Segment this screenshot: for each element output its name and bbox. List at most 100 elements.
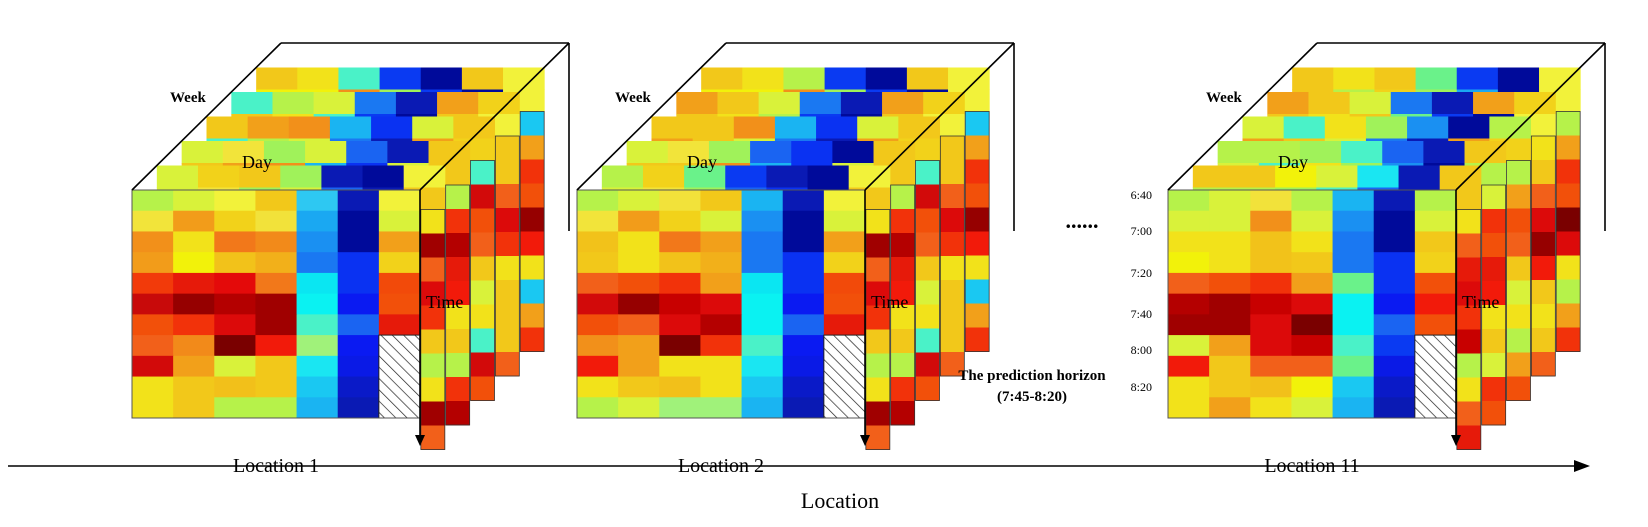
- heatmap-cell: [659, 397, 701, 419]
- heatmap-cell: [1414, 272, 1457, 295]
- heatmap-cell: [214, 314, 256, 336]
- heatmap-cell: [1481, 257, 1506, 282]
- heatmap-cell: [823, 272, 866, 295]
- heatmap-cell: [783, 67, 826, 90]
- heatmap-cell: [337, 355, 380, 378]
- heatmap-cell: [832, 141, 875, 164]
- heatmap-cell: [461, 67, 504, 90]
- heatmap-cell: [313, 92, 356, 115]
- heatmap-cell: [741, 376, 784, 398]
- heatmap-cell: [1365, 116, 1408, 139]
- heatmap-cell: [742, 67, 784, 90]
- heatmap-cell: [1373, 272, 1416, 295]
- heatmap-cell: [840, 92, 883, 115]
- heatmap-cell: [890, 353, 915, 378]
- heatmap-cell: [520, 207, 545, 232]
- heatmap-cell: [692, 116, 735, 139]
- heatmap-cell: [725, 165, 767, 188]
- heatmap-cell: [1481, 401, 1506, 426]
- side-slice: [470, 160, 495, 401]
- heatmap-cell: [1332, 272, 1375, 295]
- heatmap-cell: [1556, 303, 1581, 328]
- heatmap-cell: [865, 377, 890, 402]
- prediction-hatch-cell: [1414, 335, 1457, 357]
- heatmap-cell: [915, 160, 940, 185]
- heatmap-cell: [1250, 293, 1292, 315]
- heatmap-cell: [1514, 92, 1556, 115]
- heatmap-cell: [782, 335, 825, 357]
- heatmap-cell: [132, 355, 174, 378]
- heatmap-cell: [741, 335, 784, 357]
- heatmap-cell: [520, 159, 545, 184]
- heatmap-cell: [791, 141, 833, 164]
- time-tick-4: 8:00: [1131, 343, 1152, 357]
- heatmap-cell: [618, 376, 660, 398]
- heatmap-cell: [445, 233, 470, 258]
- heatmap-cell: [915, 328, 940, 353]
- heatmap-cell: [1531, 208, 1556, 233]
- heatmap-cell: [1332, 376, 1375, 398]
- heatmap-cell: [1373, 355, 1416, 378]
- heatmap-cell: [1250, 190, 1292, 212]
- heatmap-cell: [700, 210, 743, 232]
- heatmap-cell: [387, 141, 430, 164]
- heatmap-cell: [1209, 293, 1251, 315]
- heatmap-cell: [1373, 293, 1416, 315]
- heatmap-cell: [1209, 210, 1251, 232]
- heatmap-cell: [1456, 401, 1481, 426]
- heatmap-cell: [965, 279, 990, 304]
- heatmap-cell: [1324, 116, 1367, 139]
- heatmap-cell: [256, 67, 298, 90]
- heatmap-cell: [1390, 92, 1433, 115]
- slice-border: [915, 160, 940, 401]
- heatmap-cell: [445, 281, 470, 306]
- heatmap-cell: [263, 141, 306, 164]
- heatmap-cell: [255, 314, 298, 336]
- heatmap-cell: [296, 335, 339, 357]
- heatmap-cell: [1473, 92, 1515, 115]
- heatmap-cell: [890, 185, 915, 210]
- heatmap-cell: [420, 425, 445, 450]
- heatmap-cell: [1556, 183, 1581, 208]
- heatmap-cell: [173, 314, 215, 336]
- day-label: Day: [1278, 152, 1308, 172]
- heatmap-cell: [618, 231, 660, 253]
- heatmap-cell: [1506, 352, 1531, 377]
- heatmap-cell: [1291, 210, 1334, 232]
- heatmap-cell: [214, 231, 256, 253]
- heatmap-cell: [1168, 376, 1210, 398]
- heatmap-cell: [1332, 293, 1375, 315]
- heatmap-cell: [445, 329, 470, 354]
- heatmap-cell: [940, 352, 965, 377]
- heatmap-cell: [378, 272, 421, 295]
- heatmap-cell: [890, 401, 915, 426]
- heatmap-cell: [1332, 397, 1375, 419]
- heatmap-cell: [601, 165, 644, 188]
- slice-border: [865, 209, 891, 450]
- prediction-hatch-cell: [378, 335, 421, 357]
- heatmap-cell: [915, 304, 940, 329]
- heatmap-cell: [915, 352, 940, 377]
- heatmap-cell: [495, 136, 520, 161]
- heatmap-cell: [1373, 231, 1416, 253]
- heatmap-cell: [965, 183, 990, 208]
- heatmap-cell: [618, 252, 660, 274]
- heatmap-cell: [700, 335, 743, 357]
- heatmap-cell: [420, 257, 445, 282]
- heatmap-cell: [1506, 376, 1531, 401]
- heatmap-cell: [255, 335, 298, 357]
- prediction-hatch-cell: [1414, 376, 1457, 398]
- heatmap-cell: [296, 397, 339, 419]
- heatmap-cell: [577, 272, 619, 295]
- heatmap-cell: [823, 190, 866, 212]
- heatmap-cell: [378, 231, 421, 253]
- heatmap-cell: [865, 281, 890, 306]
- heatmap-cell: [1556, 231, 1581, 256]
- heatmap-cell: [890, 233, 915, 258]
- heatmap-cell: [865, 257, 890, 282]
- heatmap-cell: [1539, 67, 1581, 90]
- heatmap-cell: [1456, 67, 1499, 90]
- heatmap-cell: [651, 116, 694, 139]
- heatmap-cell: [915, 256, 940, 281]
- heatmap-cell: [478, 92, 520, 115]
